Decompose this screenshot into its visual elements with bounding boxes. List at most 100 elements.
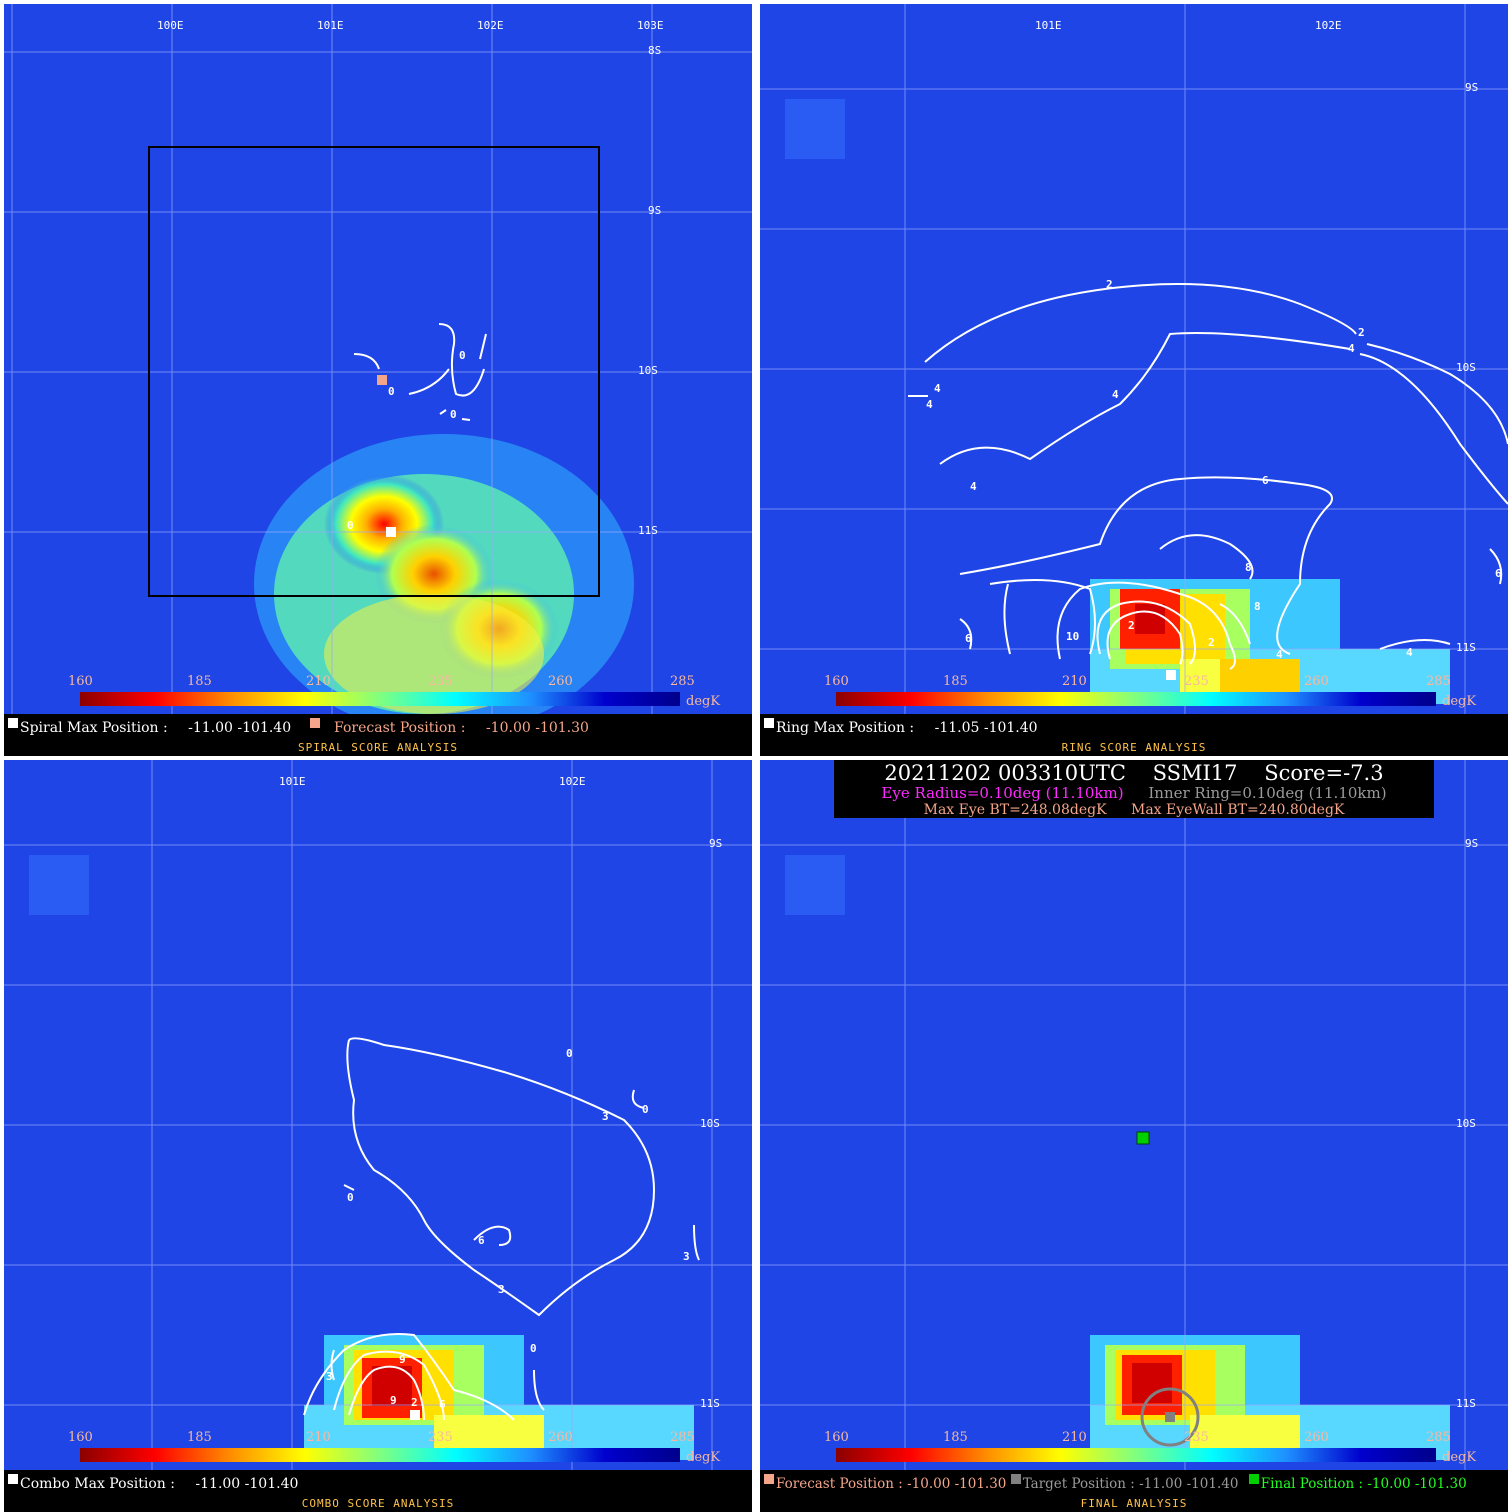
ring-map xyxy=(760,4,1508,714)
contour-label: 0 xyxy=(347,519,354,532)
lat-label: 10S xyxy=(700,1117,720,1130)
combo-max-marker xyxy=(410,1410,420,1420)
eye-radius: Eye Radius=0.10deg (11.10km) xyxy=(881,784,1124,802)
final-panel: 20211202 003310UTC SSMI17 Score=-7.3 Eye… xyxy=(760,760,1508,1512)
target-marker xyxy=(1165,1412,1175,1422)
max-position-swatch xyxy=(8,718,18,728)
contour-label: 2 xyxy=(1128,619,1135,632)
colorbar-tick: 185 xyxy=(943,1430,968,1445)
inner-ring: Inner Ring=0.10deg (11.10km) xyxy=(1148,784,1387,802)
contour-label: 3 xyxy=(498,1283,505,1296)
contour-label: 2 xyxy=(1106,278,1113,291)
lat-label: 9S xyxy=(709,837,723,850)
contour-label: 8 xyxy=(1254,600,1261,613)
combo-panel: 101E 102E 9S 10S 11S 0 3 0 0 6 3 3 0 3 9… xyxy=(4,760,752,1512)
analysis-header: 20211202 003310UTC SSMI17 Score=-7.3 Eye… xyxy=(834,760,1434,818)
contour-label: 0 xyxy=(388,385,395,398)
contour-label: 0 xyxy=(530,1342,537,1355)
colorbar-tick: 160 xyxy=(68,1430,93,1445)
colorbar-tick: 285 xyxy=(1426,1430,1451,1445)
contour-label: 0 xyxy=(642,1103,649,1116)
ring-max-marker xyxy=(1166,670,1176,680)
max-position-value: -11.00 -101.40 xyxy=(188,720,292,736)
forecast-position-label: Forecast Position : xyxy=(776,1476,903,1492)
lat-label: 10S xyxy=(1456,1117,1476,1130)
colorbar-tick: 260 xyxy=(1304,1430,1329,1445)
max-position-swatch xyxy=(764,718,774,728)
lon-label: 102E xyxy=(1315,19,1342,32)
lat-label: 11S xyxy=(1456,641,1476,654)
final-position-value: -10.00 -101.30 xyxy=(1367,1476,1467,1492)
colorbar-unit: degK xyxy=(686,694,721,709)
colorbar-tick: 235 xyxy=(1184,1430,1209,1445)
contour-label: 0 xyxy=(450,408,457,421)
contour-label: 9 xyxy=(390,1394,397,1407)
lat-label: 11S xyxy=(700,1397,720,1410)
colorbar xyxy=(80,1448,680,1462)
colorbar-tick: 160 xyxy=(824,1430,849,1445)
lat-label: 9S xyxy=(1465,837,1479,850)
lon-label: 103E xyxy=(637,19,664,32)
colorbar-tick: 160 xyxy=(824,674,849,689)
panel-title: SPIRAL SCORE ANALYSIS xyxy=(297,741,459,754)
forecast-swatch xyxy=(764,1474,774,1484)
colorbar-unit: degK xyxy=(1442,1450,1477,1465)
colorbar-tick: 210 xyxy=(306,1430,331,1445)
final-swatch xyxy=(1248,1474,1259,1484)
colorbar-tick: 185 xyxy=(187,674,212,689)
colorbar-tick: 285 xyxy=(1426,674,1451,689)
target-position-label: Target Position : xyxy=(1022,1476,1135,1492)
lat-label: 9S xyxy=(1465,81,1479,94)
contour-label: 4 xyxy=(934,382,941,395)
contour-label: 10 xyxy=(1066,630,1080,643)
forecast-swatch xyxy=(309,718,320,728)
colorbar-tick: 160 xyxy=(68,674,93,689)
contour-label: 6 xyxy=(965,632,972,645)
panel-title: RING SCORE ANALYSIS xyxy=(1061,741,1207,754)
target-position-value: -11.00 -101.40 xyxy=(1139,1476,1239,1492)
colorbar-tick: 210 xyxy=(1062,1430,1087,1445)
max-eyewall-bt: Max EyeWall BT=240.80degK xyxy=(1130,802,1345,818)
contour-label: 2 xyxy=(1208,636,1215,649)
contour-label: 6 xyxy=(1262,474,1269,487)
max-position-value: -11.00 -101.40 xyxy=(195,1476,299,1492)
forecast-position-value: -10.00 -101.30 xyxy=(485,720,589,736)
colorbar xyxy=(836,1448,1436,1462)
colorbar-tick: 235 xyxy=(428,1430,453,1445)
colorbar-tick: 235 xyxy=(428,674,453,689)
colorbar-unit: degK xyxy=(686,1450,721,1465)
spiral-max-marker xyxy=(386,527,396,537)
contour-label: 3 xyxy=(326,1370,333,1383)
target-swatch xyxy=(1010,1474,1021,1484)
panel-title: COMBO SCORE ANALYSIS xyxy=(301,1497,455,1510)
contour-label: 0 xyxy=(347,1191,354,1204)
datetime: 20211202 003310UTC xyxy=(884,761,1126,785)
colorbar-unit: degK xyxy=(1442,694,1477,709)
colorbar xyxy=(836,692,1436,706)
contour-label: 4 xyxy=(1348,342,1355,355)
lat-label: 9S xyxy=(648,204,662,217)
max-position-value: -11.05 -101.40 xyxy=(934,720,1038,736)
contour-label: 4 xyxy=(1276,648,1283,661)
lon-label: 102E xyxy=(477,19,504,32)
search-box xyxy=(148,146,600,597)
contour-label: 4 xyxy=(1406,646,1413,659)
final-map xyxy=(760,760,1508,1470)
contour-label: 6 xyxy=(439,1398,446,1411)
lat-label: 11S xyxy=(1456,1397,1476,1410)
max-position-swatch xyxy=(8,1474,18,1484)
colorbar-tick: 210 xyxy=(1062,674,1087,689)
eye-radius-circle xyxy=(1140,1387,1200,1447)
lon-label: 102E xyxy=(559,775,586,788)
forecast-position-value: -10.00 -101.30 xyxy=(907,1476,1007,1492)
score: Score=-7.3 xyxy=(1264,761,1384,785)
forecast-marker xyxy=(377,375,387,385)
final-position-marker xyxy=(1136,1131,1150,1145)
colorbar-tick: 210 xyxy=(306,674,331,689)
max-position-label: Ring Max Position : xyxy=(776,720,915,736)
ring-panel: 101E 102E 9S 10S 11S 2 2 4 4 4 4 4 6 6 6… xyxy=(760,4,1508,756)
contour-label: 0 xyxy=(459,349,466,362)
colorbar-tick: 285 xyxy=(670,674,695,689)
contour-label: 6 xyxy=(478,1234,485,1247)
colorbar-tick: 185 xyxy=(943,674,968,689)
